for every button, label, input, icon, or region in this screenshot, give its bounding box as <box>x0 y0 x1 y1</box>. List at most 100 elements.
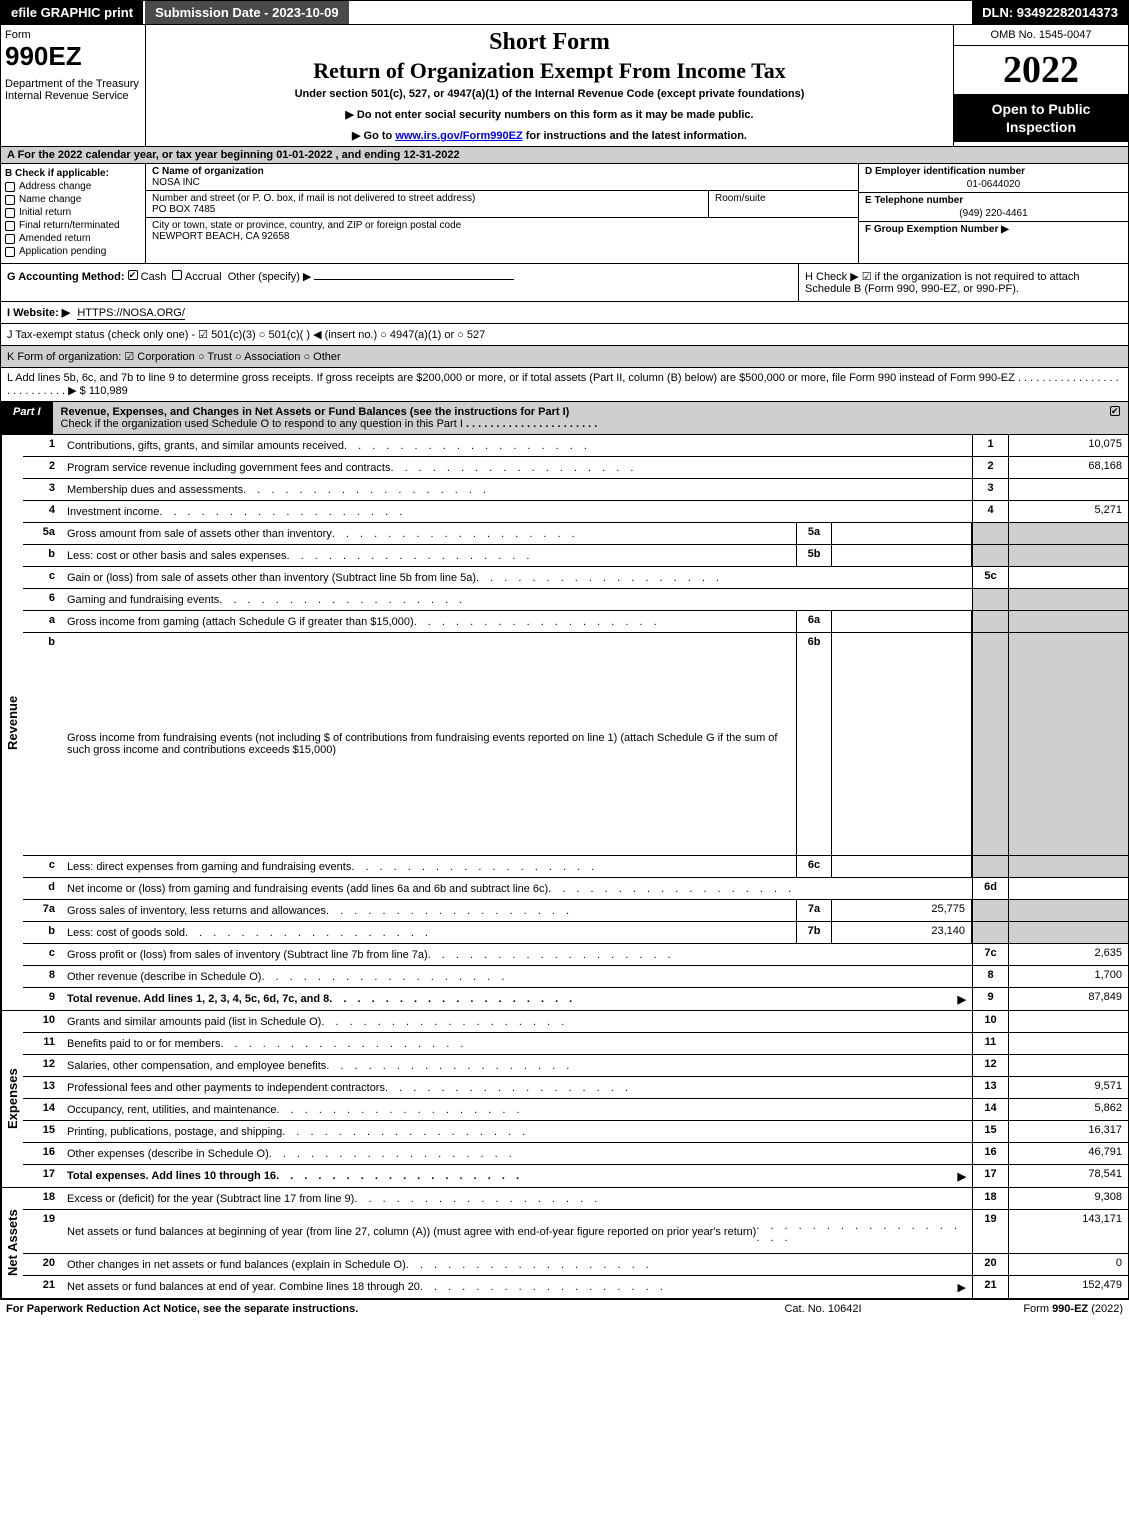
right-line-number: 15 <box>972 1121 1008 1142</box>
form-title-2: Return of Organization Exempt From Incom… <box>154 58 945 84</box>
line-desc: Net assets or fund balances at beginning… <box>61 1210 972 1253</box>
table-row: 9Total revenue. Add lines 1, 2, 3, 4, 5c… <box>23 988 1128 1010</box>
mid-line-number: 6c <box>796 856 832 877</box>
footer-mid: Cat. No. 10642I <box>723 1303 923 1315</box>
line-desc: Salaries, other compensation, and employ… <box>61 1055 972 1076</box>
box-i: I Website: ▶ HTTPS://NOSA.ORG/ <box>0 302 1129 324</box>
checkbox-label: Amended return <box>19 233 91 244</box>
line-desc: Gross profit or (loss) from sales of inv… <box>61 944 972 965</box>
line-desc: Benefits paid to or for members . . . . … <box>61 1033 972 1054</box>
line-number: 16 <box>23 1143 61 1164</box>
table-row: dNet income or (loss) from gaming and fu… <box>23 878 1128 900</box>
right-line-value <box>1008 545 1128 566</box>
header-right: OMB No. 1545-0047 2022 Open to Public In… <box>953 25 1128 146</box>
right-line-value: 9,308 <box>1008 1188 1128 1209</box>
accrual-checkbox[interactable] <box>172 270 182 280</box>
irs-link[interactable]: www.irs.gov/Form990EZ <box>395 130 522 142</box>
checkbox-label: Final return/terminated <box>19 220 120 231</box>
right-line-number <box>972 545 1008 566</box>
footer-left: For Paperwork Reduction Act Notice, see … <box>6 1303 723 1315</box>
schedule-o-checkbox[interactable] <box>1110 406 1120 416</box>
line-number: 17 <box>23 1165 61 1187</box>
right-line-number <box>972 900 1008 921</box>
right-line-value: 0 <box>1008 1254 1128 1275</box>
line-number: b <box>23 545 61 566</box>
table-row: 12Salaries, other compensation, and empl… <box>23 1055 1128 1077</box>
right-line-number: 14 <box>972 1099 1008 1120</box>
line-number: 10 <box>23 1011 61 1032</box>
checkbox-label: Name change <box>19 194 81 205</box>
footer: For Paperwork Reduction Act Notice, see … <box>0 1299 1129 1318</box>
mid-line-value <box>832 856 972 877</box>
right-line-value <box>1008 589 1128 610</box>
part-subtitle: Check if the organization used Schedule … <box>61 418 463 430</box>
right-line-value <box>1008 900 1128 921</box>
line-number: 1 <box>23 435 61 456</box>
part-title-text: Revenue, Expenses, and Changes in Net As… <box>61 406 570 418</box>
right-line-number: 17 <box>972 1165 1008 1187</box>
line-number: 13 <box>23 1077 61 1098</box>
box-b-item: Initial return <box>5 207 141 218</box>
netassets-body: 18Excess or (deficit) for the year (Subt… <box>23 1188 1128 1298</box>
line-number: 8 <box>23 966 61 987</box>
table-row: 5aGross amount from sale of assets other… <box>23 523 1128 545</box>
right-line-number: 13 <box>972 1077 1008 1098</box>
line-desc: Total revenue. Add lines 1, 2, 3, 4, 5c,… <box>61 988 972 1010</box>
right-line-value: 78,541 <box>1008 1165 1128 1187</box>
line-desc: Net assets or fund balances at end of ye… <box>61 1276 972 1298</box>
line-number: 20 <box>23 1254 61 1275</box>
line-desc: Contributions, gifts, grants, and simila… <box>61 435 972 456</box>
right-line-value: 5,862 <box>1008 1099 1128 1120</box>
mid-line-number: 6b <box>796 633 832 855</box>
right-line-value <box>1008 1011 1128 1032</box>
right-line-number: 3 <box>972 479 1008 500</box>
line-desc: Investment income . . . . . . . . . . . … <box>61 501 972 522</box>
right-line-number: 19 <box>972 1210 1008 1253</box>
e-label: E Telephone number <box>865 195 1122 206</box>
line-number: 7a <box>23 900 61 921</box>
box-b-item: Final return/terminated <box>5 220 141 231</box>
line-desc: Gross income from fundraising events (no… <box>61 633 796 855</box>
table-row: 19Net assets or fund balances at beginni… <box>23 1210 1128 1254</box>
org-name: NOSA INC <box>152 177 852 188</box>
cash-checkbox[interactable] <box>128 270 138 280</box>
checkbox[interactable] <box>5 247 15 257</box>
efile-print-button[interactable]: efile GRAPHIC print <box>1 1 145 24</box>
table-row: bLess: cost of goods sold . . . . . . . … <box>23 922 1128 944</box>
right-line-number: 20 <box>972 1254 1008 1275</box>
checkbox[interactable] <box>5 195 15 205</box>
line-desc: Gross amount from sale of assets other t… <box>61 523 796 544</box>
table-row: cGain or (loss) from sale of assets othe… <box>23 567 1128 589</box>
header-left: Form 990EZ Department of the Treasury In… <box>1 25 146 146</box>
checkbox[interactable] <box>5 182 15 192</box>
right-line-number: 8 <box>972 966 1008 987</box>
right-line-value <box>1008 479 1128 500</box>
mid-line-value <box>832 523 972 544</box>
right-line-value: 10,075 <box>1008 435 1128 456</box>
part-title: Revenue, Expenses, and Changes in Net As… <box>53 402 1102 434</box>
other-specify-input[interactable] <box>314 279 514 280</box>
right-line-number: 21 <box>972 1276 1008 1298</box>
right-line-number: 16 <box>972 1143 1008 1164</box>
mid-line-value: 23,140 <box>832 922 972 943</box>
line-number: d <box>23 878 61 899</box>
checkbox[interactable] <box>5 221 15 231</box>
website-value[interactable]: HTTPS://NOSA.ORG/ <box>77 307 185 320</box>
topbar: efile GRAPHIC print Submission Date - 20… <box>0 0 1129 25</box>
box-b: B Check if applicable: Address changeNam… <box>1 164 146 263</box>
table-row: 4Investment income . . . . . . . . . . .… <box>23 501 1128 523</box>
table-row: 18Excess or (deficit) for the year (Subt… <box>23 1188 1128 1210</box>
checkbox[interactable] <box>5 208 15 218</box>
revenue-body: 1Contributions, gifts, grants, and simil… <box>23 435 1128 1010</box>
table-row: 11Benefits paid to or for members . . . … <box>23 1033 1128 1055</box>
right-line-number: 1 <box>972 435 1008 456</box>
right-line-value: 87,849 <box>1008 988 1128 1010</box>
accrual-label: Accrual <box>185 271 222 283</box>
checkbox[interactable] <box>5 234 15 244</box>
form-label: Form <box>5 29 141 41</box>
form-header: Form 990EZ Department of the Treasury In… <box>0 25 1129 147</box>
ein-cell: D Employer identification number 01-0644… <box>859 164 1128 193</box>
note-1: ▶ Do not enter social security numbers o… <box>154 108 945 121</box>
other-label: Other (specify) ▶ <box>228 271 312 283</box>
box-b-item: Name change <box>5 194 141 205</box>
